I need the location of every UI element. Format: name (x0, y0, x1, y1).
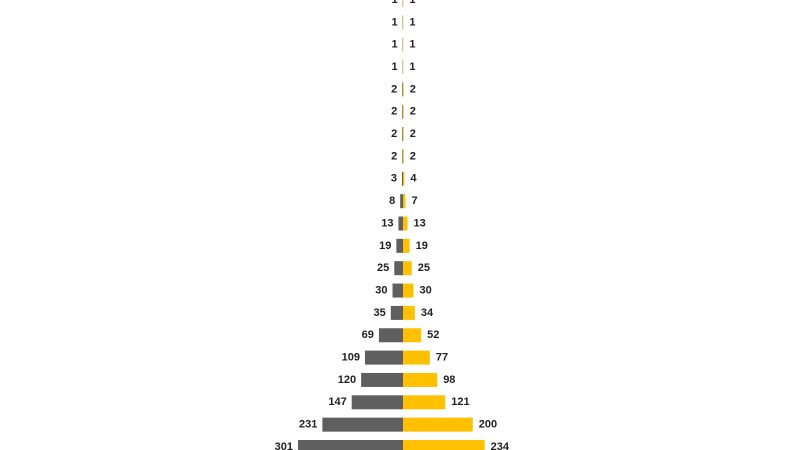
value-label: 3 (391, 173, 397, 185)
bar (322, 417, 403, 432)
bar (403, 104, 404, 119)
bar (398, 216, 403, 231)
value-label: 120 (338, 374, 356, 386)
value-label: 301 (275, 441, 293, 450)
bar (402, 149, 403, 164)
bar (403, 127, 404, 142)
value-label: 2 (410, 128, 416, 140)
value-label: 1 (392, 61, 398, 73)
bar (364, 350, 403, 365)
bar (394, 261, 403, 276)
value-label: 25 (418, 262, 430, 274)
value-label: 19 (416, 240, 428, 252)
value-label: 98 (443, 374, 455, 386)
value-label: 121 (451, 396, 469, 408)
value-label: 2 (391, 106, 397, 118)
bar (403, 372, 438, 387)
value-label: 2 (391, 150, 397, 162)
bar (403, 82, 404, 97)
bar (378, 328, 403, 343)
value-label: 30 (419, 284, 431, 296)
value-label: 69 (362, 329, 374, 341)
value-label: 77 (436, 352, 448, 364)
bar (402, 82, 403, 97)
bar (403, 305, 415, 320)
value-label: 231 (299, 419, 317, 431)
value-label: 13 (381, 217, 393, 229)
bar (403, 395, 446, 410)
value-label: 1 (392, 16, 398, 28)
value-label: 1 (409, 39, 415, 51)
value-label: 1 (409, 16, 415, 28)
bar (402, 127, 403, 142)
bar (403, 216, 408, 231)
value-label: 234 (491, 441, 510, 450)
value-label: 109 (342, 352, 360, 364)
value-label: 8 (389, 195, 395, 207)
value-label: 19 (379, 240, 391, 252)
value-label: 1 (409, 0, 415, 6)
bar (297, 440, 403, 450)
bar (351, 395, 403, 410)
bar (400, 194, 403, 209)
value-label: 200 (479, 419, 497, 431)
value-label: 2 (410, 106, 416, 118)
bar (396, 238, 403, 253)
bar (403, 328, 422, 343)
value-label: 34 (421, 307, 434, 319)
value-label: 2 (391, 83, 397, 95)
value-label: 1 (392, 0, 398, 6)
value-label: 1 (392, 39, 398, 51)
value-label: 35 (374, 307, 386, 319)
bar (403, 350, 430, 365)
value-label: 7 (411, 195, 417, 207)
bar (390, 305, 403, 320)
bar (403, 171, 405, 186)
value-label: 2 (410, 83, 416, 95)
bar (403, 440, 485, 450)
value-label: 30 (375, 284, 387, 296)
bar (403, 194, 406, 209)
bar (403, 417, 473, 432)
value-label: 2 (410, 150, 416, 162)
value-label: 1 (409, 61, 415, 73)
value-label: 52 (427, 329, 439, 341)
bar (403, 238, 410, 253)
value-label: 25 (377, 262, 389, 274)
bar (401, 171, 403, 186)
value-label: 4 (410, 173, 417, 185)
bar (403, 261, 412, 276)
bar (403, 283, 414, 298)
value-label: 13 (414, 217, 426, 229)
value-label: 2 (391, 128, 397, 140)
bar (392, 283, 403, 298)
value-label: 147 (328, 396, 346, 408)
bar (361, 372, 403, 387)
bar (402, 104, 403, 119)
bar (403, 149, 404, 164)
